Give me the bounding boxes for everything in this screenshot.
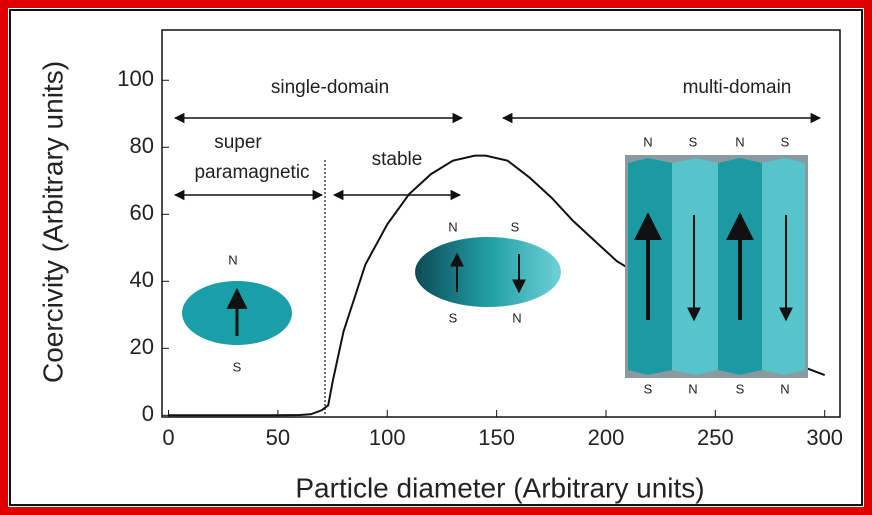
annotation: multi-domain (683, 77, 792, 98)
y-tick-label: 40 (130, 267, 154, 292)
pole-label: S (644, 381, 653, 396)
x-tick-label: 50 (266, 425, 290, 450)
pole-label: N (780, 381, 789, 396)
x-tick-label: 100 (369, 425, 406, 450)
pole-label: S (511, 219, 520, 234)
x-axis-label: Particle diameter (Arbitrary units) (295, 472, 704, 503)
y-tick-label: 100 (117, 66, 154, 91)
pole-label: N (228, 252, 237, 267)
y-axis-label: Coercivity (Arbitrary units) (37, 61, 68, 383)
annotation: paramagnetic (194, 162, 309, 183)
y-tick-label: 20 (130, 334, 154, 359)
magnet-body (415, 237, 561, 307)
x-tick-label: 250 (697, 425, 734, 450)
x-tick-label: 150 (478, 425, 515, 450)
pole-label: N (688, 381, 697, 396)
annotation: super (214, 132, 262, 153)
annotation: stable (372, 149, 423, 170)
pole-label: S (233, 359, 242, 374)
y-tick-label: 0 (142, 401, 154, 426)
pole-label: S (736, 381, 745, 396)
pole-label: N (512, 310, 521, 325)
pole-label: N (448, 219, 457, 234)
domain-magnet (415, 237, 561, 307)
x-tick-label: 0 (162, 425, 174, 450)
y-tick-label: 60 (130, 200, 154, 225)
single-magnet (182, 281, 292, 345)
x-tick-label: 200 (588, 425, 625, 450)
pole-label: S (781, 134, 790, 149)
pole-label: N (735, 134, 744, 149)
page: {"chart_data": { "type": "line", "xlabel… (0, 0, 872, 515)
y-tick-label: 80 (130, 133, 154, 158)
pole-label: N (643, 134, 652, 149)
chart: 0 50 100 150 200 250 300 0 20 40 60 80 100 single-do… (0, 0, 872, 515)
domain (762, 158, 805, 375)
multi-domain-block (625, 155, 808, 378)
x-tick-label: 300 (806, 425, 843, 450)
annotation: single-domain (271, 77, 389, 98)
pole-label: S (449, 310, 458, 325)
pole-label: S (689, 134, 698, 149)
